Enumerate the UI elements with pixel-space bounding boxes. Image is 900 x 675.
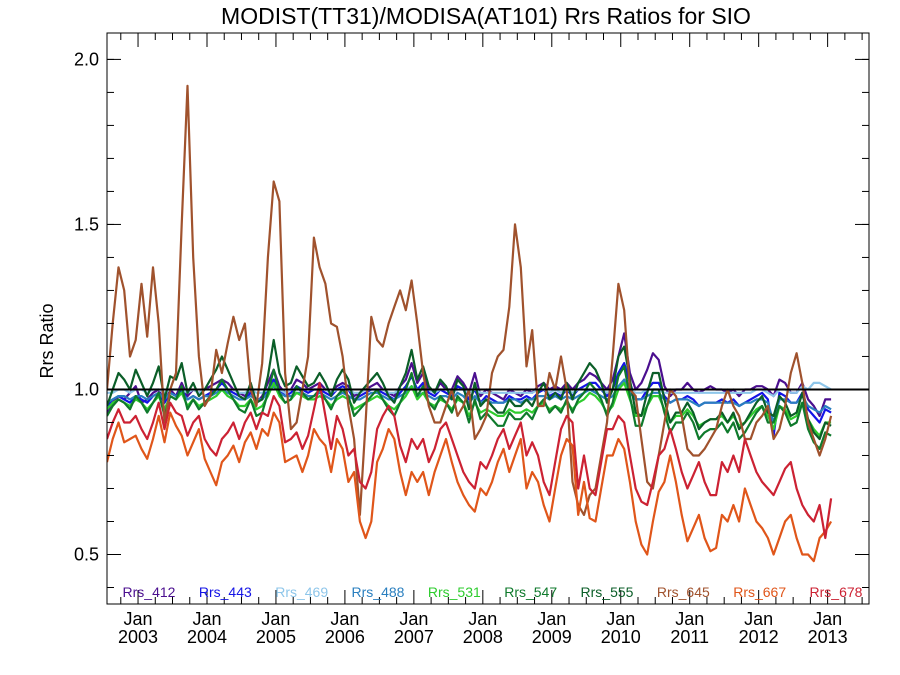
plot-frame: [106, 32, 870, 605]
x-tick-label-month: Jan: [261, 609, 290, 629]
x-tick-label-year: 2008: [463, 627, 503, 647]
x-tick-label-year: 2012: [739, 627, 779, 647]
series-line-rrs-488: [107, 378, 832, 424]
x-tick-label-month: Jan: [537, 609, 566, 629]
x-tick-label-month: Jan: [330, 609, 359, 629]
y-tick-label: 1.0: [74, 379, 99, 399]
x-tick-label-year: 2003: [118, 627, 158, 647]
axes-layer: 0.51.01.52.0Jan2003Jan2004Jan2005Jan2006…: [74, 33, 869, 647]
x-tick-label-month: Jan: [675, 609, 704, 629]
y-tick-label: 2.0: [74, 49, 99, 69]
x-tick-label-month: Jan: [124, 609, 153, 629]
legend-entry-rrs-531: Rrs_531: [428, 584, 481, 600]
x-tick-label-year: 2013: [808, 627, 848, 647]
legend-entry-rrs-469: Rrs_469: [275, 584, 328, 600]
legend-entry-rrs-645: Rrs_645: [657, 584, 710, 600]
x-tick-label-month: Jan: [606, 609, 635, 629]
x-tick-label-month: Jan: [468, 609, 497, 629]
series-line-rrs-555: [107, 338, 832, 441]
x-tick-label-month: Jan: [399, 609, 428, 629]
x-tick-label-month: Jan: [192, 609, 221, 629]
x-tick-label-year: 2005: [256, 627, 296, 647]
series-line-rrs-645: [107, 84, 833, 517]
legend-entry-rrs-678: Rrs_678: [810, 584, 863, 600]
y-tick-label: 0.5: [74, 544, 99, 564]
chart-title: MODIST(TT31)/MODISA(AT101) Rrs Ratios fo…: [221, 3, 751, 29]
y-axis-label: Rrs Ratio: [37, 303, 57, 378]
x-tick-label-year: 2007: [394, 627, 434, 647]
x-tick-label-month: Jan: [744, 609, 773, 629]
series-line-rrs-667: [107, 411, 833, 563]
legend-entry-rrs-412: Rrs_412: [123, 584, 176, 600]
series-line-rrs-678: [107, 381, 833, 540]
legend-entry-rrs-443: Rrs_443: [199, 584, 252, 600]
series-layer: [107, 84, 833, 563]
legend-entry-rrs-488: Rrs_488: [352, 584, 405, 600]
legend-entry-rrs-667: Rrs_667: [733, 584, 786, 600]
y-tick-label: 1.5: [74, 214, 99, 234]
x-tick-label-year: 2006: [325, 627, 365, 647]
legend-entry-rrs-555: Rrs_555: [581, 584, 634, 600]
legend: Rrs_412 Rrs_443 Rrs_469 Rrs_488 Rrs_531 Rrs_5…: [123, 584, 863, 600]
x-tick-label-year: 2004: [187, 627, 227, 647]
legend-entry-rrs-547: Rrs_547: [504, 584, 557, 600]
x-tick-label-year: 2011: [670, 627, 709, 647]
x-tick-label-year: 2009: [532, 627, 572, 647]
x-tick-label-year: 2010: [601, 627, 641, 647]
x-tick-label-month: Jan: [813, 609, 842, 629]
